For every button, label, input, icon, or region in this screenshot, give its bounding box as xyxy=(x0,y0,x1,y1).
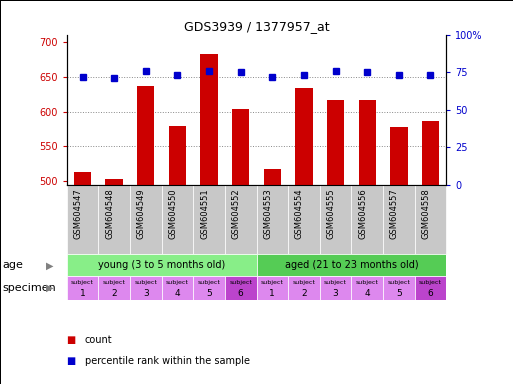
Bar xyxy=(351,276,383,300)
Bar xyxy=(98,185,130,254)
Text: 2: 2 xyxy=(301,289,307,298)
Text: 2: 2 xyxy=(111,289,117,298)
Text: percentile rank within the sample: percentile rank within the sample xyxy=(85,356,250,366)
Text: 3: 3 xyxy=(333,289,339,298)
Bar xyxy=(390,127,407,185)
Text: GSM604552: GSM604552 xyxy=(232,189,241,239)
Text: subject: subject xyxy=(356,280,379,285)
Text: aged (21 to 23 months old): aged (21 to 23 months old) xyxy=(285,260,418,270)
Text: GSM604550: GSM604550 xyxy=(168,189,177,239)
Bar xyxy=(137,86,154,185)
Bar xyxy=(415,276,446,300)
Text: GSM604558: GSM604558 xyxy=(422,189,430,239)
Text: GSM604553: GSM604553 xyxy=(263,189,272,239)
Text: 5: 5 xyxy=(206,289,212,298)
Text: young (3 to 5 months old): young (3 to 5 months old) xyxy=(98,260,225,270)
Bar xyxy=(327,99,344,185)
Text: ■: ■ xyxy=(67,356,79,366)
Bar xyxy=(359,99,376,185)
Text: GSM604554: GSM604554 xyxy=(295,189,304,239)
Text: ▶: ▶ xyxy=(46,283,54,293)
Text: 3: 3 xyxy=(143,289,149,298)
Text: subject: subject xyxy=(103,280,126,285)
Bar xyxy=(295,88,312,185)
Text: 6: 6 xyxy=(428,289,433,298)
Bar xyxy=(320,276,351,300)
Text: GSM604557: GSM604557 xyxy=(390,189,399,239)
Text: 6: 6 xyxy=(238,289,244,298)
Bar xyxy=(193,185,225,254)
Bar xyxy=(288,185,320,254)
Text: subject: subject xyxy=(292,280,315,285)
Bar xyxy=(201,54,218,185)
Text: subject: subject xyxy=(261,280,284,285)
Bar xyxy=(74,172,91,185)
Bar xyxy=(130,185,162,254)
Text: subject: subject xyxy=(419,280,442,285)
Text: 1: 1 xyxy=(80,289,85,298)
Bar xyxy=(422,121,439,185)
Text: GSM604548: GSM604548 xyxy=(105,189,114,239)
Bar xyxy=(383,276,415,300)
Bar xyxy=(67,185,98,254)
Bar xyxy=(225,276,256,300)
Bar xyxy=(98,276,130,300)
Bar xyxy=(67,276,98,300)
Text: GSM604547: GSM604547 xyxy=(73,189,83,239)
Text: subject: subject xyxy=(198,280,221,285)
Bar xyxy=(130,276,162,300)
Bar xyxy=(232,109,249,185)
Title: GDS3939 / 1377957_at: GDS3939 / 1377957_at xyxy=(184,20,329,33)
Text: 1: 1 xyxy=(269,289,275,298)
Bar xyxy=(67,254,256,276)
Text: count: count xyxy=(85,335,112,345)
Bar xyxy=(162,185,193,254)
Bar xyxy=(288,276,320,300)
Bar xyxy=(162,276,193,300)
Bar xyxy=(193,276,225,300)
Bar xyxy=(264,169,281,185)
Text: GSM604549: GSM604549 xyxy=(137,189,146,239)
Text: subject: subject xyxy=(71,280,94,285)
Bar xyxy=(225,185,256,254)
Text: specimen: specimen xyxy=(3,283,56,293)
Text: ■: ■ xyxy=(67,335,79,345)
Text: GSM604555: GSM604555 xyxy=(327,189,336,239)
Text: GSM604556: GSM604556 xyxy=(358,189,367,239)
Text: subject: subject xyxy=(324,280,347,285)
Bar xyxy=(383,185,415,254)
Text: ▶: ▶ xyxy=(46,260,54,270)
Text: subject: subject xyxy=(229,280,252,285)
Bar xyxy=(256,185,288,254)
Bar xyxy=(256,254,446,276)
Text: subject: subject xyxy=(166,280,189,285)
Text: 5: 5 xyxy=(396,289,402,298)
Text: GSM604551: GSM604551 xyxy=(200,189,209,239)
Text: 4: 4 xyxy=(174,289,180,298)
Bar xyxy=(415,185,446,254)
Bar xyxy=(169,126,186,185)
Text: subject: subject xyxy=(134,280,157,285)
Text: age: age xyxy=(3,260,24,270)
Text: 4: 4 xyxy=(364,289,370,298)
Bar xyxy=(351,185,383,254)
Text: subject: subject xyxy=(387,280,410,285)
Bar xyxy=(320,185,351,254)
Bar xyxy=(106,179,123,185)
Bar xyxy=(256,276,288,300)
